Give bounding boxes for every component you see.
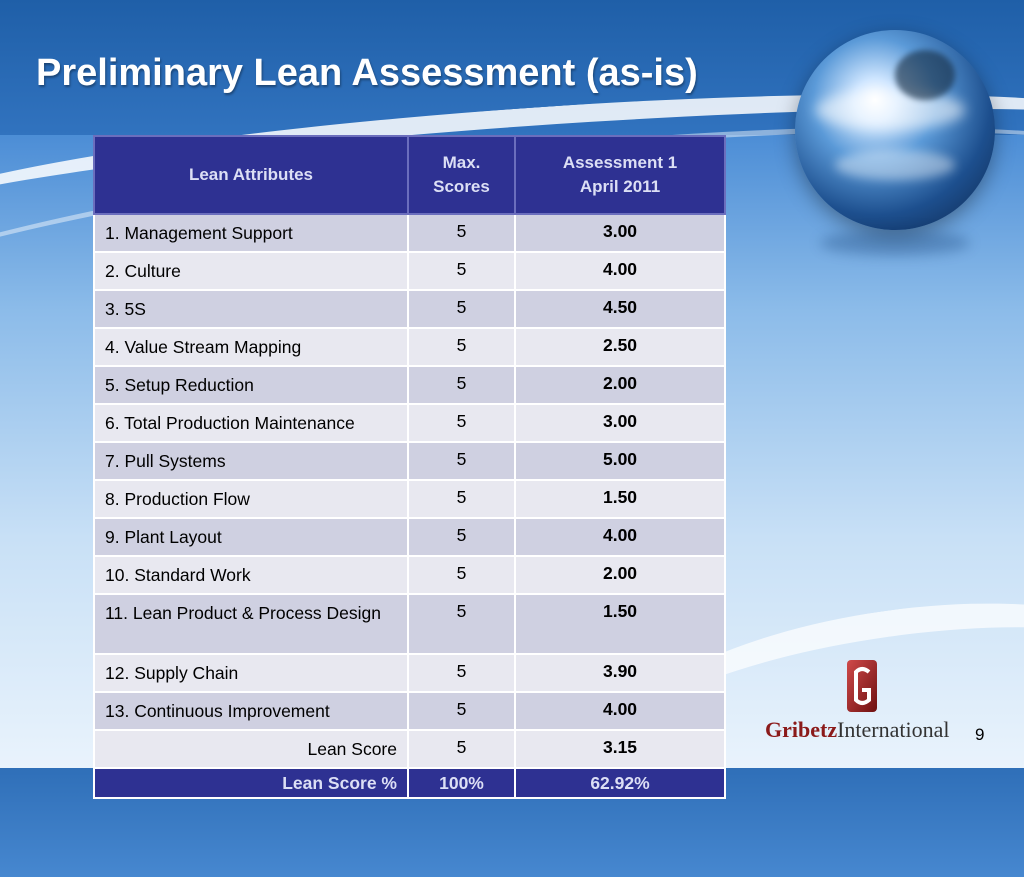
max-score-cell: 5: [407, 441, 516, 481]
table-row: 1. Management Support 5 3.00: [93, 213, 726, 253]
assessment-score-cell: 4.00: [514, 251, 726, 291]
assessment-score-cell: 1.50: [514, 593, 726, 655]
lean-score-pct-row: Lean Score % 100% 62.92%: [93, 767, 726, 799]
gribetz-logo: GribetzInternational: [765, 655, 955, 745]
lean-score-pct-max: 100%: [407, 767, 516, 799]
attribute-cell: 11. Lean Product & Process Design: [93, 593, 409, 655]
lean-score-pct-value: 62.92%: [514, 767, 726, 799]
table-row: 10. Standard Work 5 2.00: [93, 555, 726, 595]
max-score-cell: 5: [407, 653, 516, 693]
assessment-score-cell: 2.00: [514, 555, 726, 595]
assessment-score-cell: 2.00: [514, 365, 726, 405]
attribute-cell: 3. 5S: [93, 289, 409, 329]
slide-title: Preliminary Lean Assessment (as-is): [36, 52, 698, 94]
lean-score-row: Lean Score 5 3.15: [93, 729, 726, 769]
table-row: 5. Setup Reduction 5 2.00: [93, 365, 726, 405]
table-row: 7. Pull Systems 5 5.00: [93, 441, 726, 481]
logo-name-rest: International: [837, 717, 950, 742]
max-score-cell: 5: [407, 593, 516, 655]
assessment-score-cell: 3.00: [514, 403, 726, 443]
header-assess-line2: April 2011: [579, 177, 661, 196]
lean-score-pct-label: Lean Score %: [93, 767, 409, 799]
attribute-cell: 5. Setup Reduction: [93, 365, 409, 405]
table-row: 4. Value Stream Mapping 5 2.50: [93, 327, 726, 367]
slide-page-number: 9: [975, 725, 985, 744]
table-row: 13. Continuous Improvement 5 4.00: [93, 691, 726, 731]
header-assessment: Assessment 1 April 2011: [514, 135, 726, 215]
globe-image: [795, 30, 995, 230]
attribute-cell: 4. Value Stream Mapping: [93, 327, 409, 367]
assessment-score-cell: 3.90: [514, 653, 726, 693]
assessment-score-cell: 1.50: [514, 479, 726, 519]
header-max-line1: Max.: [442, 153, 481, 172]
header-assess-line1: Assessment 1: [562, 153, 678, 172]
gribetz-logo-mark-icon: [847, 660, 877, 712]
table-row: 2. Culture 5 4.00: [93, 251, 726, 291]
assessment-score-cell: 4.00: [514, 691, 726, 731]
max-score-cell: 5: [407, 403, 516, 443]
max-score-cell: 5: [407, 555, 516, 595]
assessment-score-cell: 3.00: [514, 213, 726, 253]
table-row: 9. Plant Layout 5 4.00: [93, 517, 726, 557]
max-score-cell: 5: [407, 327, 516, 367]
max-score-cell: 5: [407, 251, 516, 291]
max-score-cell: 5: [407, 365, 516, 405]
attribute-cell: 7. Pull Systems: [93, 441, 409, 481]
assessment-score-cell: 4.00: [514, 517, 726, 557]
max-score-cell: 5: [407, 517, 516, 557]
attribute-cell: 1. Management Support: [93, 213, 409, 253]
table-header-row: Lean Attributes Max. Scores Assessment 1…: [93, 135, 726, 215]
lean-score-label: Lean Score: [93, 729, 409, 769]
table-row: 11. Lean Product & Process Design 5 1.50: [93, 593, 726, 655]
assessment-score-cell: 5.00: [514, 441, 726, 481]
attribute-cell: 2. Culture: [93, 251, 409, 291]
table-row: 8. Production Flow 5 1.50: [93, 479, 726, 519]
table-row: 3. 5S 5 4.50: [93, 289, 726, 329]
assessment-score-cell: 4.50: [514, 289, 726, 329]
lean-score-value: 3.15: [514, 729, 726, 769]
max-score-cell: 5: [407, 479, 516, 519]
max-score-cell: 5: [407, 691, 516, 731]
max-score-cell: 5: [407, 213, 516, 253]
attribute-cell: 12. Supply Chain: [93, 653, 409, 693]
attribute-cell: 6. Total Production Maintenance: [93, 403, 409, 443]
attribute-cell: 9. Plant Layout: [93, 517, 409, 557]
assessment-score-cell: 2.50: [514, 327, 726, 367]
attribute-cell: 13. Continuous Improvement: [93, 691, 409, 731]
attribute-cell: 10. Standard Work: [93, 555, 409, 595]
header-lean-attributes: Lean Attributes: [93, 135, 409, 215]
header-max-line2: Scores: [433, 177, 490, 196]
globe-reflection: [820, 230, 970, 256]
table-row: 12. Supply Chain 5 3.90: [93, 653, 726, 693]
logo-text: GribetzInternational: [765, 717, 950, 743]
table-row: 6. Total Production Maintenance 5 3.00: [93, 403, 726, 443]
logo-name-bold: Gribetz: [765, 717, 838, 742]
lean-assessment-table: Lean Attributes Max. Scores Assessment 1…: [93, 135, 726, 799]
header-max-scores: Max. Scores: [407, 135, 516, 215]
lean-score-max: 5: [407, 729, 516, 769]
max-score-cell: 5: [407, 289, 516, 329]
attribute-cell: 8. Production Flow: [93, 479, 409, 519]
